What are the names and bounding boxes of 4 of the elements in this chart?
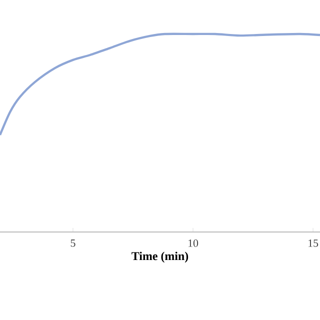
- x-tick-label: 15: [308, 240, 318, 247]
- x-tick-label: 5: [70, 240, 76, 247]
- x-tick-label: 10: [188, 240, 198, 247]
- x-axis-title: Time (min): [132, 252, 188, 263]
